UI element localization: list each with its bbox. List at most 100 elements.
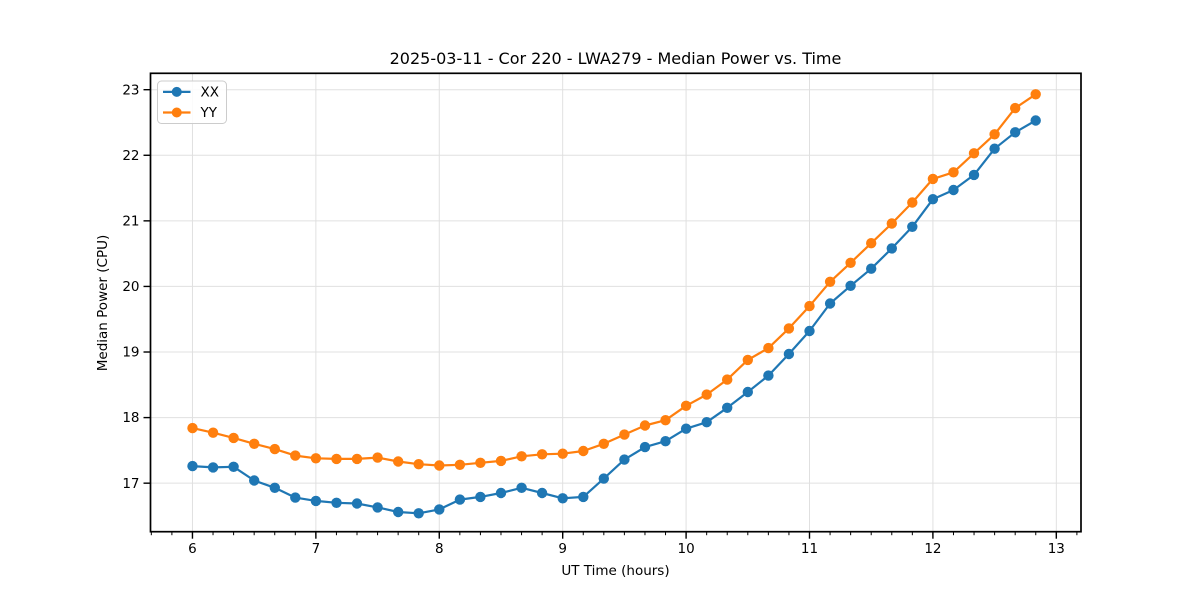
data-point [207,427,219,438]
data-point [968,169,980,181]
data-point [845,280,856,291]
data-point [824,298,836,309]
data-point [413,508,424,519]
data-point [701,389,712,400]
data-point [680,423,692,434]
data-point [886,243,897,254]
data-point [269,482,280,493]
series-xx [187,115,1041,519]
data-point [783,323,795,334]
data-point [310,453,322,464]
data-point [598,473,609,484]
data-point [660,415,671,426]
data-point [886,218,897,229]
data-point [290,450,301,461]
data-point [619,454,630,465]
data-point [1010,102,1021,114]
data-point [331,453,342,465]
x-tick-label: 6 [188,541,197,557]
y-tick-label: 23 [122,82,139,98]
data-point [701,417,712,428]
chart-title: 2025-03-11 - Cor 220 - LWA279 - Median P… [389,49,842,68]
legend-item-yy: YY [163,105,218,121]
data-point [866,263,877,274]
data-point [763,342,774,354]
y-tick-label: 17 [122,476,139,492]
legend: XX YY [157,80,227,124]
data-point [989,143,1000,154]
data-point [722,402,733,413]
data-point [536,449,548,460]
x-axis: 6 7 8 9 10 11 12 13 [188,531,1065,557]
data-point [495,455,507,467]
data-point [927,194,939,205]
data-point [578,491,589,503]
data-point [269,443,280,455]
data-point [639,420,651,431]
data-point [948,167,959,178]
data-point [249,438,260,449]
x-tick-label: 7 [312,541,321,557]
y-tick-label: 18 [122,410,139,426]
data-point [187,422,198,434]
data-point [536,487,548,499]
data-point [660,436,671,447]
data-point [228,432,239,444]
data-point [516,482,527,493]
data-point [824,276,836,287]
x-tick-label: 10 [677,541,694,557]
legend-item-xx: XX [163,85,219,101]
x-tick-label: 12 [924,541,941,557]
data-point [434,504,445,515]
y-tick-label: 22 [122,148,139,164]
data-point [495,487,507,499]
data-point [804,300,815,312]
data-point [475,457,486,468]
data-point [927,173,939,185]
data-point [187,460,198,472]
data-point [783,348,795,360]
series-line [192,93,1037,467]
data-point [742,354,753,366]
y-tick-label: 21 [122,213,139,229]
data-point [249,475,260,486]
data-point [598,438,609,449]
series-yy [187,89,1041,471]
data-point [763,370,774,381]
data-point [968,148,980,159]
x-tick-label: 8 [435,541,444,557]
data-point [454,494,466,505]
x-axis-label: UT Time (hours) [561,563,670,579]
data-point [680,400,692,411]
data-point [557,448,568,459]
data-point [351,498,363,509]
data-point [1010,127,1021,138]
data-point [948,184,959,196]
data-point [434,460,445,471]
data-point [742,386,753,398]
data-point [907,221,918,232]
data-point [454,459,466,470]
data-point [845,257,856,268]
plot-border [149,72,1082,533]
data-point [372,502,383,513]
legend-label: XX [201,85,220,101]
data-point [310,495,322,507]
data-point [290,492,301,503]
data-point [907,197,918,208]
y-axis: 17 18 19 20 21 22 23 [122,82,151,492]
data-point [475,491,486,503]
x-tick-label: 9 [558,541,567,557]
data-point [351,453,363,465]
data-point [331,497,342,508]
x-tick-label: 13 [1048,541,1065,557]
data-point [393,506,404,518]
legend-marker [171,86,182,97]
data-point [207,462,219,473]
y-tick-label: 19 [122,345,139,361]
data-point [866,238,877,249]
data-point [393,456,404,467]
data-point [516,451,527,462]
